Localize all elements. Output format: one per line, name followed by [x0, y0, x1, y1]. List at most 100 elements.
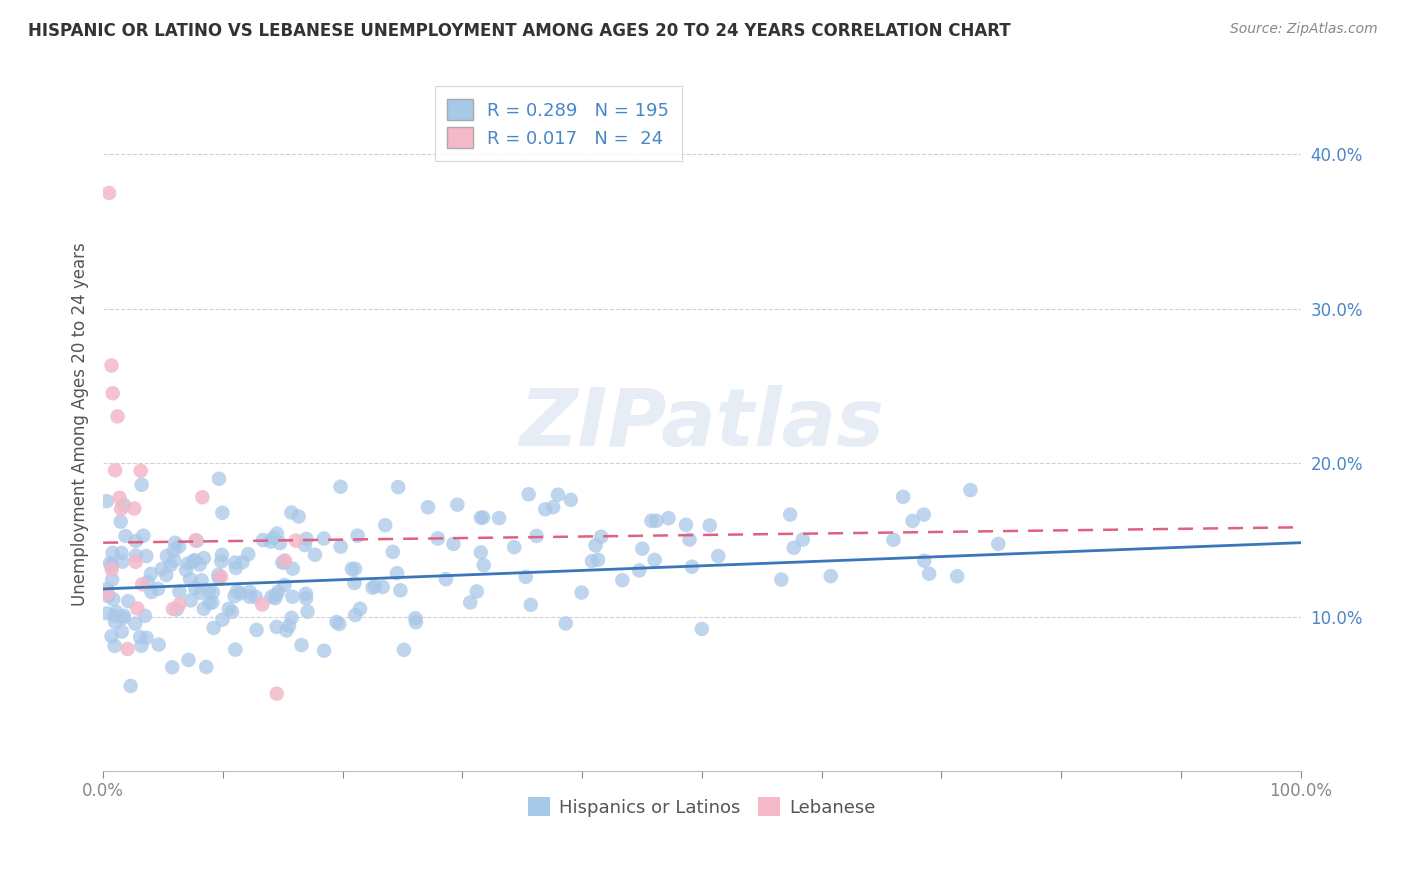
- Point: [404, 611, 426, 625]
- Point: [201, 585, 224, 599]
- Point: [628, 563, 651, 577]
- Point: [193, 551, 215, 566]
- Point: [245, 623, 267, 637]
- Point: [554, 616, 576, 631]
- Point: [344, 608, 367, 623]
- Point: [472, 558, 495, 573]
- Point: [586, 553, 609, 567]
- Point: [96, 494, 118, 508]
- Point: [163, 543, 186, 558]
- Point: [209, 554, 232, 568]
- Point: [280, 506, 302, 520]
- Point: [349, 601, 371, 615]
- Point: [416, 500, 439, 515]
- Point: [343, 562, 366, 576]
- Point: [987, 537, 1010, 551]
- Point: [134, 608, 156, 623]
- Point: [232, 555, 254, 569]
- Point: [101, 386, 124, 401]
- Point: [198, 596, 221, 610]
- Point: [169, 597, 191, 611]
- Point: [125, 534, 148, 549]
- Point: [278, 619, 301, 633]
- Point: [361, 581, 384, 595]
- Point: [103, 609, 125, 624]
- Point: [179, 572, 201, 586]
- Point: [166, 602, 188, 616]
- Point: [389, 583, 412, 598]
- Point: [304, 548, 326, 562]
- Point: [392, 642, 415, 657]
- Point: [239, 585, 262, 599]
- Point: [446, 498, 468, 512]
- Point: [211, 548, 233, 562]
- Point: [163, 553, 186, 567]
- Point: [472, 510, 495, 524]
- Point: [127, 601, 149, 615]
- Point: [201, 595, 224, 609]
- Point: [156, 549, 179, 563]
- Point: [314, 644, 336, 658]
- Point: [112, 498, 135, 512]
- Point: [104, 615, 127, 630]
- Text: Source: ZipAtlas.com: Source: ZipAtlas.com: [1230, 22, 1378, 37]
- Point: [271, 556, 294, 570]
- Point: [135, 631, 157, 645]
- Point: [882, 533, 904, 547]
- Point: [191, 490, 214, 504]
- Y-axis label: Unemployment Among Ages 20 to 24 years: Unemployment Among Ages 20 to 24 years: [72, 243, 89, 606]
- Point: [792, 533, 814, 547]
- Point: [912, 554, 935, 568]
- Point: [225, 584, 247, 599]
- Point: [124, 616, 146, 631]
- Point: [690, 622, 713, 636]
- Point: [294, 538, 316, 552]
- Point: [631, 541, 654, 556]
- Point: [202, 621, 225, 635]
- Point: [112, 608, 135, 623]
- Point: [162, 602, 184, 616]
- Point: [131, 639, 153, 653]
- Point: [678, 533, 700, 547]
- Point: [645, 514, 668, 528]
- Text: HISPANIC OR LATINO VS LEBANESE UNEMPLOYMENT AMONG AGES 20 TO 24 YEARS CORRELATIO: HISPANIC OR LATINO VS LEBANESE UNEMPLOYM…: [28, 22, 1011, 40]
- Point: [891, 490, 914, 504]
- Point: [281, 590, 304, 604]
- Point: [426, 532, 449, 546]
- Point: [165, 535, 187, 549]
- Point: [381, 545, 404, 559]
- Point: [190, 585, 212, 599]
- Point: [186, 533, 208, 548]
- Text: ZIPatlas: ZIPatlas: [519, 385, 884, 463]
- Point: [177, 557, 200, 571]
- Point: [100, 562, 122, 576]
- Point: [100, 629, 122, 643]
- Point: [122, 501, 145, 516]
- Point: [581, 554, 603, 568]
- Point: [699, 518, 721, 533]
- Point: [107, 409, 129, 424]
- Point: [239, 590, 262, 604]
- Point: [470, 510, 492, 524]
- Point: [901, 514, 924, 528]
- Point: [224, 642, 246, 657]
- Point: [112, 611, 135, 625]
- Point: [295, 587, 318, 601]
- Point: [959, 483, 981, 497]
- Point: [274, 553, 297, 567]
- Point: [108, 491, 131, 505]
- Point: [188, 558, 211, 572]
- Point: [131, 477, 153, 491]
- Point: [120, 679, 142, 693]
- Point: [681, 559, 703, 574]
- Point: [547, 488, 569, 502]
- Point: [264, 591, 287, 606]
- Point: [100, 359, 122, 373]
- Point: [193, 601, 215, 615]
- Point: [209, 569, 232, 583]
- Point: [155, 568, 177, 582]
- Point: [266, 526, 288, 541]
- Point: [488, 511, 510, 525]
- Point: [591, 530, 613, 544]
- Point: [101, 573, 124, 587]
